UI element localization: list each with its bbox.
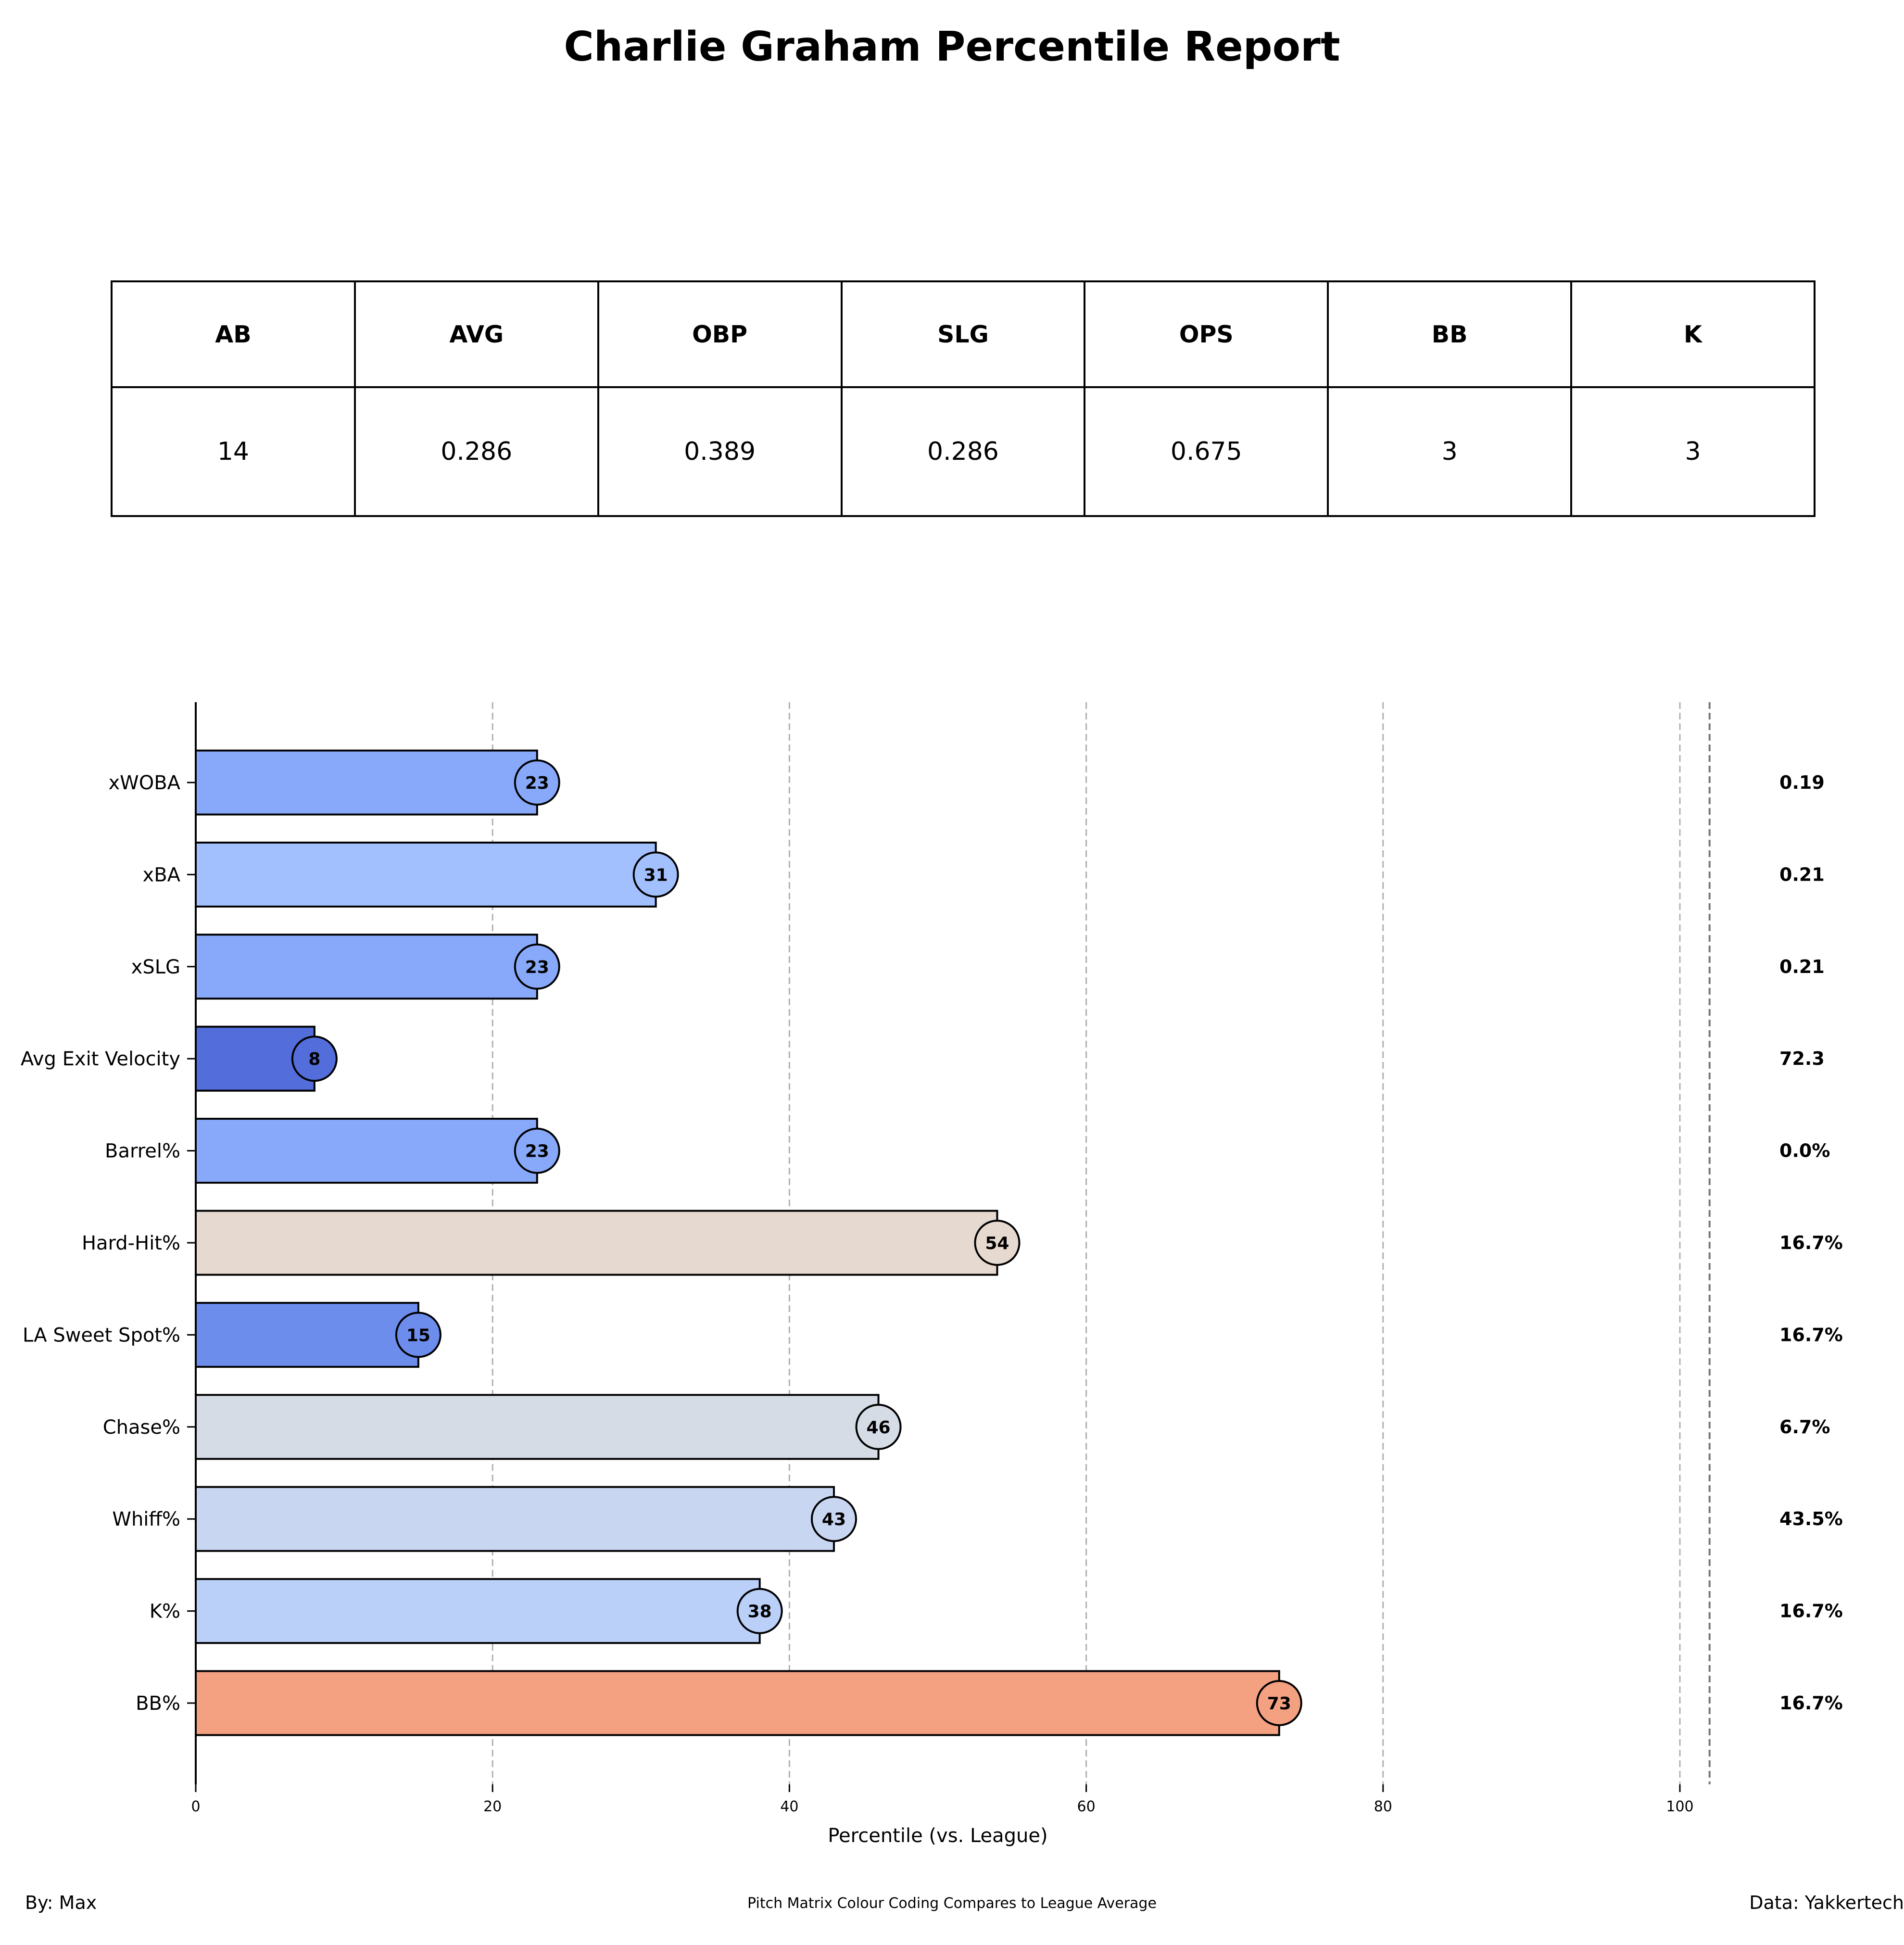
- stats-header-ops: OPS: [1084, 280, 1329, 388]
- stats-header-avg: AVG: [353, 280, 599, 388]
- footer-author: By: Max: [25, 1892, 97, 1913]
- bar: [195, 1578, 761, 1644]
- page-title: Charlie Graham Percentile Report: [564, 23, 1340, 71]
- raw-value-label: 43.5%: [1779, 1508, 1843, 1529]
- stats-value-avg: 0.286: [353, 386, 599, 517]
- bar-value-label: 8: [308, 1049, 320, 1069]
- x-tick-label: 60: [1077, 1798, 1096, 1815]
- value-marker: [855, 1403, 902, 1450]
- bar: [195, 1670, 1280, 1736]
- category-label: Chase%: [103, 1416, 180, 1439]
- value-marker: [810, 1496, 857, 1542]
- stats-header-row: AB AVG OBP SLG OPS BB K: [111, 280, 1816, 388]
- stats-value-ops: 0.675: [1084, 386, 1329, 517]
- category-label: K%: [150, 1601, 180, 1623]
- stats-header-k: K: [1570, 280, 1816, 388]
- raw-value-label: 16.7%: [1779, 1324, 1843, 1345]
- raw-value-label: 16.7%: [1779, 1601, 1843, 1622]
- stats-value-bb: 3: [1327, 386, 1573, 517]
- stats-value-slg: 0.286: [840, 386, 1086, 517]
- bar: [195, 1210, 998, 1276]
- value-marker: [974, 1220, 1021, 1266]
- bar-value-label: 73: [1267, 1694, 1291, 1714]
- bar-value-label: 46: [867, 1418, 891, 1438]
- bar-value-label: 15: [406, 1326, 430, 1345]
- bar: [195, 1486, 835, 1552]
- bar-value-label: 23: [525, 958, 549, 977]
- footer-note: Pitch Matrix Colour Coding Compares to L…: [747, 1895, 1157, 1912]
- bar-value-label: 54: [985, 1234, 1009, 1253]
- bar-value-label: 31: [644, 865, 668, 885]
- raw-value-label: 6.7%: [1779, 1416, 1830, 1438]
- value-marker: [1256, 1680, 1302, 1726]
- bar: [195, 749, 538, 816]
- bar: [195, 934, 538, 1000]
- category-label: Hard-Hit%: [82, 1232, 180, 1254]
- category-label: LA Sweet Spot%: [23, 1324, 180, 1346]
- bar-value-label: 23: [525, 773, 549, 793]
- raw-value-label: 0.0%: [1779, 1140, 1830, 1162]
- value-marker: [514, 943, 560, 990]
- raw-value-label: 0.21: [1779, 864, 1825, 885]
- category-label: xWOBA: [108, 772, 180, 794]
- raw-value-label: 0.21: [1779, 956, 1825, 977]
- x-tick-label: 0: [191, 1798, 200, 1815]
- x-tick-label: 40: [780, 1798, 798, 1815]
- stats-header-ab: AB: [111, 280, 356, 388]
- value-marker: [291, 1036, 338, 1082]
- footer-source: Data: Yakkertech: [1749, 1892, 1904, 1913]
- stats-value-row: 14 0.286 0.389 0.286 0.675 3 3: [111, 386, 1816, 517]
- category-label: Avg Exit Velocity: [21, 1048, 180, 1070]
- x-axis-label: Percentile (vs. League): [828, 1825, 1047, 1847]
- stats-value-k: 3: [1570, 386, 1816, 517]
- bar-value-label: 43: [822, 1510, 846, 1529]
- category-label: BB%: [136, 1692, 180, 1715]
- bar: [195, 1118, 538, 1184]
- percentile-bar-chart: 23 xWOBA 0.19 31 xBA 0.21 23 xSLG 0.21 8 Avg Exit …: [21, 702, 1843, 1847]
- stats-table: AB AVG OBP SLG OPS BB K 14 0.286 0.389 0…: [111, 280, 1816, 517]
- value-marker: [514, 759, 560, 806]
- value-marker: [395, 1312, 441, 1358]
- category-label: Barrel%: [105, 1140, 180, 1162]
- bar: [195, 1301, 419, 1368]
- x-tick-label: 80: [1374, 1798, 1392, 1815]
- raw-value-label: 16.7%: [1779, 1232, 1843, 1253]
- stats-header-bb: BB: [1327, 280, 1573, 388]
- stats-value-ab: 14: [111, 386, 356, 517]
- value-marker: [632, 851, 679, 898]
- bar: [195, 1394, 880, 1460]
- bar: [195, 841, 657, 908]
- raw-value-label: 16.7%: [1779, 1692, 1843, 1714]
- x-tick-label: 100: [1666, 1798, 1693, 1815]
- category-label: xBA: [143, 864, 181, 886]
- value-marker: [736, 1588, 783, 1634]
- bar-value-label: 23: [525, 1142, 549, 1162]
- category-label: Whiff%: [112, 1508, 180, 1530]
- stats-value-obp: 0.389: [597, 386, 843, 517]
- stats-header-obp: OBP: [597, 280, 843, 388]
- value-marker: [514, 1127, 560, 1174]
- stats-header-slg: SLG: [840, 280, 1086, 388]
- category-label: xSLG: [131, 956, 180, 978]
- raw-value-label: 0.19: [1779, 772, 1825, 793]
- x-tick-label: 20: [483, 1798, 502, 1815]
- bar-value-label: 38: [748, 1602, 772, 1622]
- raw-value-label: 72.3: [1779, 1048, 1825, 1069]
